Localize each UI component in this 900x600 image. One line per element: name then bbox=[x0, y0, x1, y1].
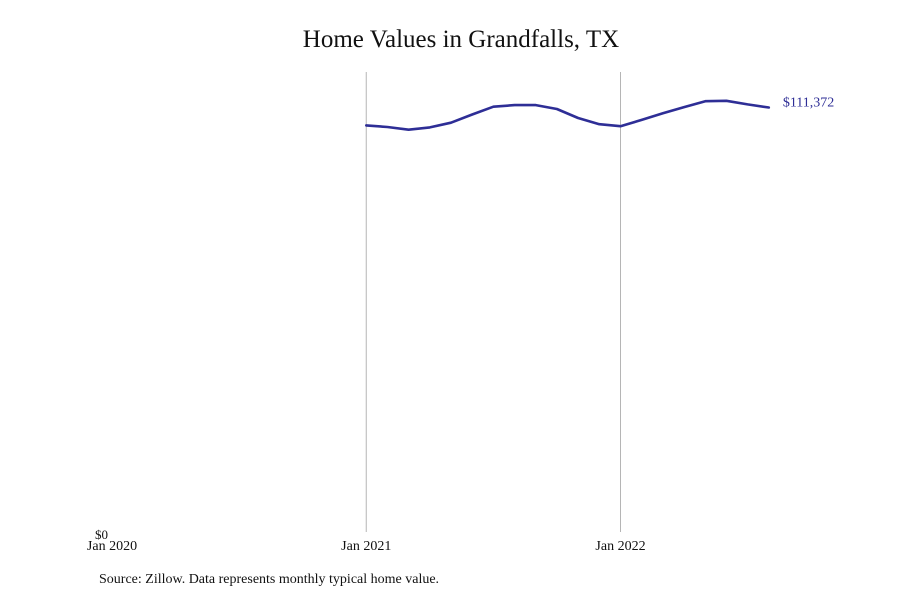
x-tick-label: Jan 2021 bbox=[341, 539, 391, 554]
chart-title: Home Values in Grandfalls, TX bbox=[302, 26, 620, 53]
data-labels: $111,372 bbox=[783, 95, 834, 110]
x-tick-label: Jan 2022 bbox=[595, 539, 645, 554]
end-value-label: $111,372 bbox=[783, 95, 834, 110]
source-note: Source: Zillow. Data represents monthly … bbox=[99, 572, 440, 587]
y-tick-label: $0 bbox=[95, 527, 108, 542]
series-line-0 bbox=[364, 99, 771, 131]
grid-lines bbox=[365, 72, 621, 532]
x-tick-label: Jan 2020 bbox=[87, 539, 137, 554]
axis-labels: Jan 2020 Jan 2021 Jan 2022 $0 bbox=[87, 527, 646, 554]
series-layer bbox=[364, 99, 771, 131]
